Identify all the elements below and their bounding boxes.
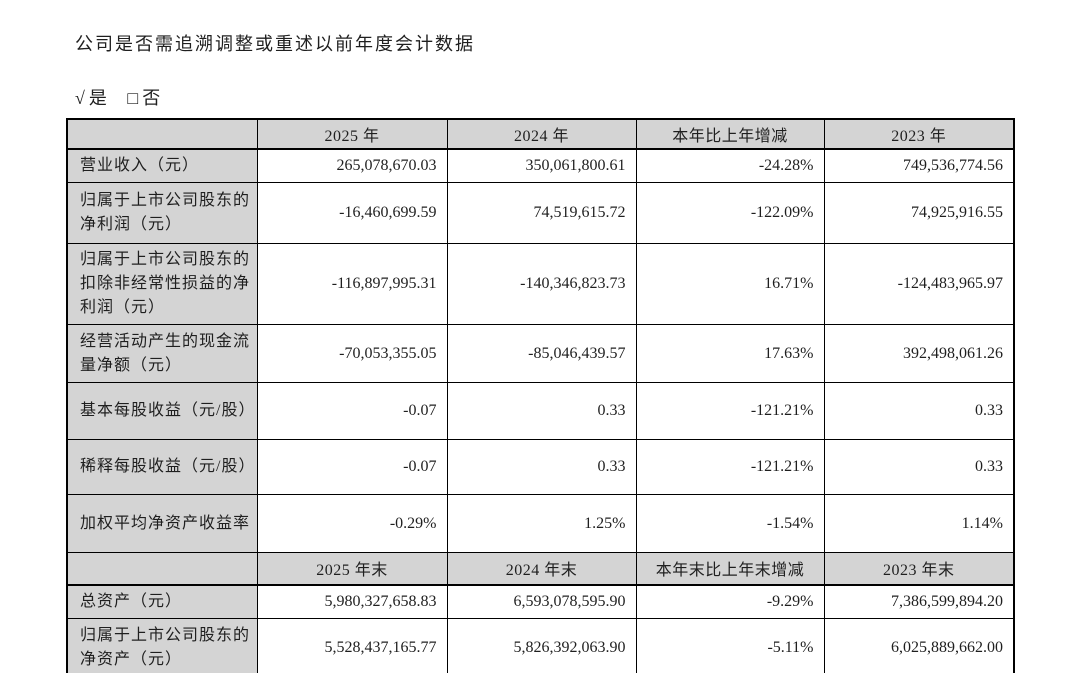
row-label: 营业收入（元） (66, 148, 258, 183)
value-cell: 16.71% (635, 243, 825, 325)
value-cell: 265,078,670.03 (256, 148, 448, 183)
financial-summary-table: 2025 年 2024 年本年比上年增减 2023 年营业收入（元） 265,078,… (66, 118, 1015, 673)
value-cell: 392,498,061.26 (823, 324, 1015, 383)
value-cell: 7,386,599,894.20 (823, 584, 1015, 619)
table-row: 基本每股收益（元/股） -0.07 0.33 -121.21% 0.33 (66, 382, 1015, 440)
value-cell: 74,925,916.55 (823, 182, 1015, 244)
no-checkbox[interactable]: □ 否 (127, 88, 161, 108)
value-cell: -121.21% (635, 439, 825, 495)
table-header-row: 2025 年末 2024 年末 本年末比上年末增减 2023 年末 (66, 552, 1015, 586)
value-cell: -0.07 (256, 439, 448, 495)
value-cell: -9.29% (635, 584, 825, 619)
table-row: 归属于上市公司股东的扣除非经常性损益的净利润（元） -116,897,995.31… (66, 243, 1015, 325)
row-label: 加权平均净资产收益率 (66, 494, 258, 553)
value-cell: 5,826,392,063.90 (446, 617, 637, 673)
corner-cell (66, 118, 258, 150)
value-cell: 74,519,615.72 (446, 182, 637, 244)
value-cell: 0.33 (446, 382, 637, 440)
corner-cell (66, 552, 258, 586)
column-header: 2025 年末 (256, 552, 448, 586)
value-cell: 17.63% (635, 324, 825, 383)
row-label: 经营活动产生的现金流量净额（元） (66, 324, 258, 383)
value-cell: -122.09% (635, 182, 825, 244)
value-cell: -5.11% (635, 617, 825, 673)
answer-line: √ 是 □ 否 (75, 84, 175, 110)
value-cell: 1.14% (823, 494, 1015, 553)
column-header: 本年末比上年末增减 (635, 552, 825, 586)
table-row: 归属于上市公司股东的净利润（元） -16,460,699.59 74,519,615… (66, 182, 1015, 244)
value-cell: 749,536,774.56 (823, 148, 1015, 183)
table-header-row: 2025 年 2024 年本年比上年增减 2023 年 (66, 118, 1015, 150)
yes-label: 是 (88, 88, 108, 108)
value-cell: 0.33 (823, 439, 1015, 495)
value-cell: 6,593,078,595.90 (446, 584, 637, 619)
value-cell: -140,346,823.73 (446, 243, 637, 325)
table-row: 归属于上市公司股东的净资产（元） 5,528,437,165.77 5,826,39… (66, 617, 1015, 673)
value-cell: -70,053,355.05 (256, 324, 448, 383)
row-label: 稀释每股收益（元/股） (66, 439, 258, 495)
yes-checkbox[interactable]: √ 是 (75, 88, 108, 108)
row-label: 基本每股收益（元/股） (66, 382, 258, 440)
value-cell: -85,046,439.57 (446, 324, 637, 383)
value-cell: -0.07 (256, 382, 448, 440)
check-icon: √ (75, 88, 86, 108)
value-cell: -1.54% (635, 494, 825, 553)
table-row: 加权平均净资产收益率 -0.29% 1.25% -1.54% 1.14% (66, 494, 1015, 553)
value-cell: -116,897,995.31 (256, 243, 448, 325)
value-cell: 5,528,437,165.77 (256, 617, 448, 673)
value-cell: -124,483,965.97 (823, 243, 1015, 325)
row-label: 归属于上市公司股东的扣除非经常性损益的净利润（元） (66, 243, 258, 325)
value-cell: 5,980,327,658.83 (256, 584, 448, 619)
row-label: 总资产（元） (66, 584, 258, 619)
value-cell: 1.25% (446, 494, 637, 553)
value-cell: -121.21% (635, 382, 825, 440)
column-header: 本年比上年增减 (635, 118, 825, 150)
value-cell: 0.33 (446, 439, 637, 495)
column-header: 2024 年末 (446, 552, 637, 586)
column-header: 2025 年 (256, 118, 448, 150)
value-cell: -0.29% (256, 494, 448, 553)
value-cell: 0.33 (823, 382, 1015, 440)
question-text: 公司是否需追溯调整或重述以前年度会计数据 (75, 34, 475, 54)
row-label: 归属于上市公司股东的净资产（元） (66, 617, 258, 673)
row-label: 归属于上市公司股东的净利润（元） (66, 182, 258, 244)
value-cell: 350,061,800.61 (446, 148, 637, 183)
value-cell: -16,460,699.59 (256, 182, 448, 244)
table-row: 经营活动产生的现金流量净额（元） -70,053,355.05 -85,046,43… (66, 324, 1015, 383)
value-cell: 6,025,889,662.00 (823, 617, 1015, 673)
table-row: 总资产（元） 5,980,327,658.83 6,593,078,595.90 -9… (66, 584, 1015, 619)
column-header: 2023 年末 (823, 552, 1015, 586)
table-row: 营业收入（元） 265,078,670.03 350,061,800.61 -24.2… (66, 148, 1015, 183)
empty-checkbox-icon: □ (127, 88, 140, 108)
column-header: 2023 年 (823, 118, 1015, 150)
column-header: 2024 年 (446, 118, 637, 150)
value-cell: -24.28% (635, 148, 825, 183)
table-row: 稀释每股收益（元/股） -0.07 0.33 -121.21% 0.33 (66, 439, 1015, 495)
no-label: 否 (142, 88, 162, 108)
